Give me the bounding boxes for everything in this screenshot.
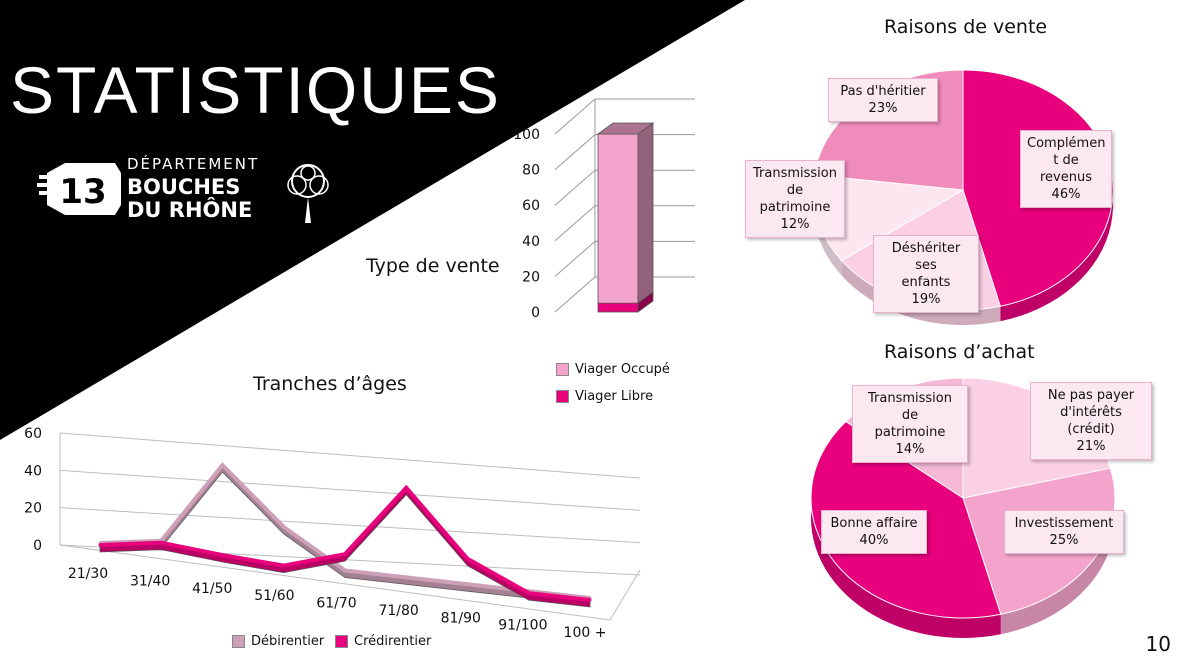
legend-debirentier: Débirentier (232, 634, 324, 649)
pie-label-text: d'intérêts (crédit) (1060, 405, 1122, 437)
pie-label-1: Investissement 25% (1004, 510, 1124, 554)
pie-label-0: Ne pas payer d'intérêts (crédit) 21% (1030, 382, 1152, 460)
legend-label: Viager Libre (575, 389, 654, 404)
chart-title-raisons-vente: Raisons de vente (884, 16, 1048, 38)
data-point (466, 582, 469, 586)
y-tick-label: 20 (522, 269, 540, 285)
pie-label-percent: 14% (895, 442, 925, 457)
pie-label-percent: 21% (1076, 439, 1106, 454)
pie-label-3: Transmission de patrimoine 14% (852, 385, 968, 463)
bar-chart: 0 20 40 60 80 100 (513, 98, 695, 321)
pie-label-text: Déshériter ses (891, 241, 961, 273)
y-tick-label: 0 (33, 538, 42, 554)
pie-label-3: Pas d'héritier 23% (828, 78, 938, 122)
x-tick-label: 31/40 (130, 573, 170, 589)
data-point (343, 552, 347, 556)
pie-label-0: Complémen t de revenus 46% (1020, 130, 1112, 208)
logo-name-line2: DU RHÔNE (127, 198, 253, 222)
pie-label-percent: 23% (868, 101, 898, 116)
tree-icon (287, 164, 329, 223)
legend-viager-libre: Viager Libre (556, 389, 653, 404)
slide-title: STATISTIQUES (10, 53, 501, 127)
bar-segment-1 (597, 133, 639, 304)
pie-label-text: enfants (901, 275, 951, 290)
data-point (527, 591, 531, 595)
pie-label-percent: 46% (1051, 187, 1081, 202)
pie-label-text: Ne pas payer (1047, 388, 1135, 403)
x-tick-label: 71/80 (378, 603, 418, 619)
x-tick-label: 91/100 (498, 618, 547, 634)
y-tick-label: 20 (24, 501, 42, 517)
x-tick-label: 81/90 (441, 610, 481, 626)
chart-title-raisons-achat: Raisons d’achat (884, 341, 1035, 363)
pie-label-text: de patrimoine (759, 183, 831, 215)
data-point (466, 557, 469, 561)
x-tick-label: 21/30 (68, 566, 108, 582)
data-point (404, 575, 408, 579)
pie-label-text: Bonne affaire (830, 516, 918, 531)
pie-label-text: Transmission de (868, 391, 952, 423)
series-ribbon-1 (99, 487, 591, 608)
legend-label: Crédirentier (354, 634, 432, 649)
data-point (404, 486, 408, 490)
legend-swatch (556, 390, 569, 403)
data-point (282, 564, 286, 568)
department-logo: 13 (37, 163, 329, 223)
data-point (588, 598, 592, 602)
pie-label-percent: 25% (1049, 533, 1079, 548)
bar-side-1 (637, 122, 654, 304)
chart-title-type-vente: Type de vente (366, 255, 500, 277)
y-tick-label: 40 (24, 463, 42, 479)
legend-credirentier: Crédirentier (335, 634, 431, 649)
pie-label-text: Investissement (1014, 516, 1114, 531)
pie-label-percent: 40% (859, 533, 889, 548)
logo-department-name: BOUCHES DU RHÔNE (127, 176, 252, 222)
y-tick-label: 0 (531, 305, 540, 321)
bar-top (596, 122, 655, 135)
page-number: 10 (1145, 632, 1171, 656)
data-point (98, 543, 102, 547)
pie-side-1 (1000, 468, 1115, 635)
line-chart: 0 20 40 60 21/30 31/40 41/50 51/60 61/70 71/80 81/… (24, 426, 641, 641)
y-tick-label: 100 (513, 127, 540, 143)
data-point (221, 463, 224, 467)
y-tick-label: 60 (24, 426, 42, 442)
legend-swatch (335, 635, 348, 648)
pie-label-text: Transmission (753, 166, 837, 181)
legend-label: Viager Occupé (575, 362, 670, 377)
pie-label-text: Complémen (1027, 136, 1106, 151)
x-tick-label: 61/70 (316, 596, 356, 612)
x-tick-label: 100 + (564, 625, 607, 641)
pie-label-2: Bonne affaire 40% (821, 510, 927, 554)
data-point (221, 553, 224, 557)
y-tick-label: 40 (522, 234, 540, 250)
pie-label-2: Transmission de patrimoine 12% (745, 160, 845, 238)
series-line-1 (99, 484, 591, 602)
logo-13-badge: 13 (37, 163, 121, 215)
pie-label-percent: 12% (780, 217, 810, 232)
logo-department-label: DÉPARTEMENT (127, 155, 260, 173)
svg-text:13: 13 (59, 172, 106, 212)
chart-title-tranches-ages: Tranches d’âges (253, 373, 407, 395)
x-tick-label: 41/50 (192, 581, 232, 597)
data-point (282, 525, 286, 529)
x-tick-label: 51/60 (254, 588, 294, 604)
y-tick-label: 80 (522, 163, 540, 179)
legend-swatch (232, 635, 245, 648)
pie-label-text: patrimoine (874, 425, 946, 440)
y-tick-label: 60 (522, 198, 540, 214)
data-point (343, 569, 347, 572)
pie-label-1: Déshériter ses enfants 19% (873, 235, 979, 313)
pie-label-text: t de revenus (1040, 153, 1092, 185)
legend-viager-occupe: Viager Occupé (556, 362, 670, 377)
legend-label: Débirentier (251, 634, 325, 649)
pie-label-percent: 19% (911, 292, 941, 307)
data-point (159, 541, 163, 545)
logo-name-line1: BOUCHES (127, 175, 241, 199)
bar-segment-0 (597, 302, 639, 313)
pie-label-text: Pas d'héritier (840, 84, 926, 99)
legend-swatch (556, 363, 569, 376)
